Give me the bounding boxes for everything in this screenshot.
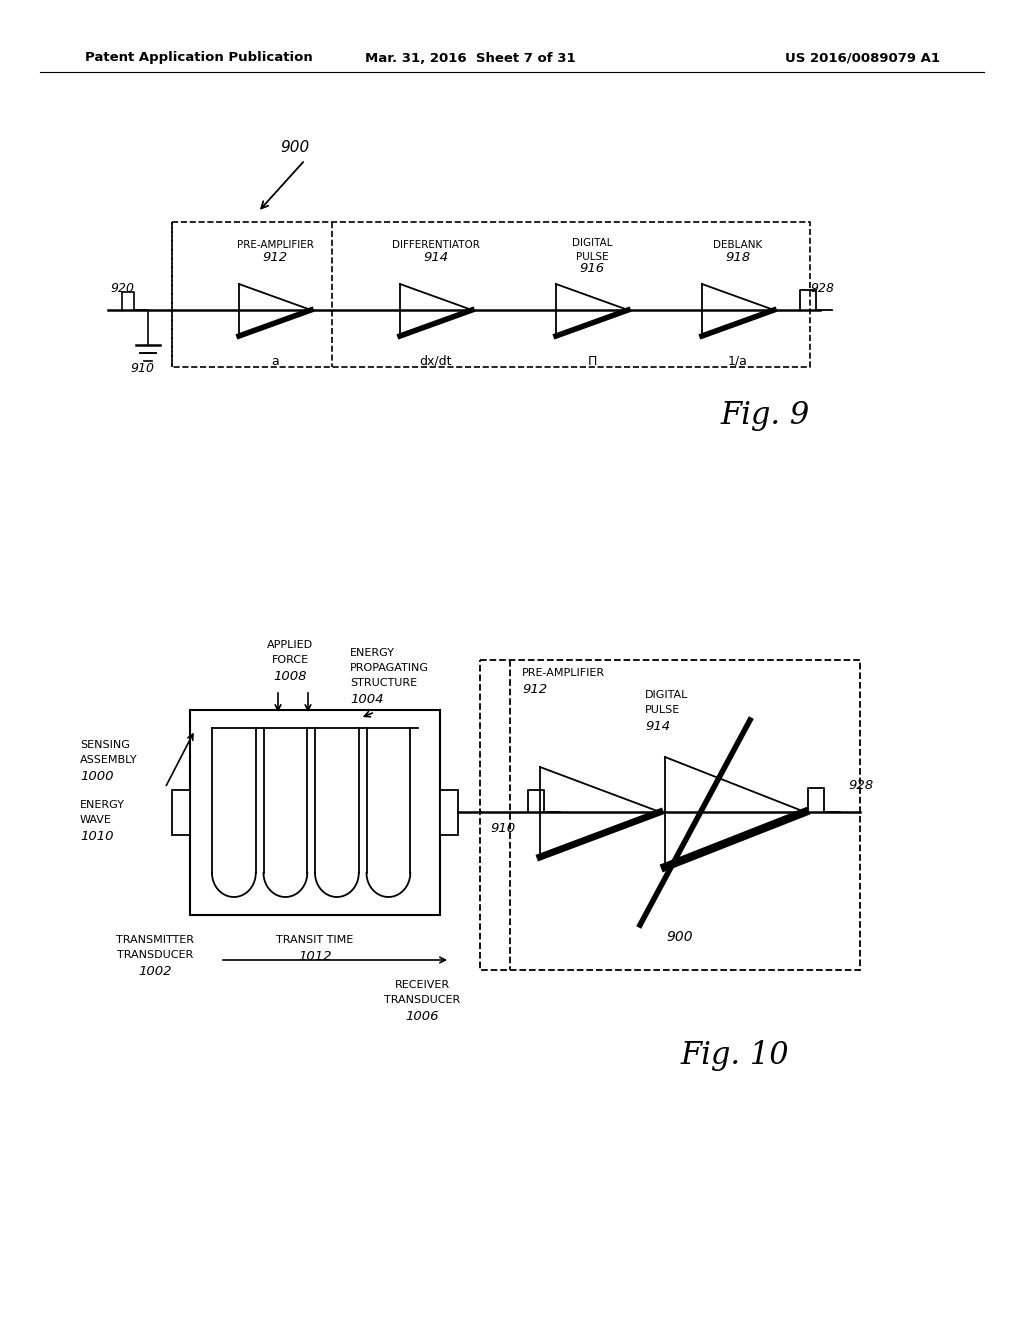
Text: TRANSMITTER: TRANSMITTER: [116, 935, 194, 945]
Bar: [440, 789, 458, 836]
Text: 1008: 1008: [273, 671, 307, 682]
Text: 910: 910: [130, 362, 154, 375]
Text: SENSING: SENSING: [80, 741, 130, 750]
Text: DIGITAL: DIGITAL: [645, 690, 688, 700]
Text: 1010: 1010: [80, 830, 114, 843]
Text: 1004: 1004: [350, 693, 384, 706]
Text: 1000: 1000: [80, 770, 114, 783]
Bar: [190, 710, 440, 915]
Text: a: a: [271, 355, 279, 368]
Text: 912: 912: [522, 682, 547, 696]
Text: ENERGY: ENERGY: [350, 648, 395, 657]
Text: 900: 900: [280, 140, 309, 156]
Text: 1002: 1002: [138, 965, 172, 978]
Text: 928: 928: [848, 779, 873, 792]
Text: DIGITAL: DIGITAL: [571, 238, 612, 248]
Text: 1012: 1012: [298, 950, 332, 964]
Text: 1006: 1006: [406, 1010, 438, 1023]
Text: dx/dt: dx/dt: [420, 355, 453, 368]
Text: 920: 920: [110, 282, 134, 294]
Text: ASSEMBLY: ASSEMBLY: [80, 755, 137, 766]
Bar: [172, 789, 190, 836]
Text: 900: 900: [667, 931, 693, 944]
Text: 910: 910: [490, 822, 515, 836]
Text: TRANSDUCER: TRANSDUCER: [384, 995, 460, 1005]
Text: 916: 916: [580, 261, 604, 275]
Text: 1/a: 1/a: [728, 355, 748, 368]
Text: 914: 914: [424, 251, 449, 264]
Text: PRE-AMPLIFIER: PRE-AMPLIFIER: [237, 240, 313, 249]
Text: TRANSDUCER: TRANSDUCER: [117, 950, 194, 960]
Text: Fig. 9: Fig. 9: [720, 400, 809, 432]
Text: US 2016/0089079 A1: US 2016/0089079 A1: [785, 51, 940, 65]
Text: 914: 914: [645, 719, 670, 733]
Text: FORCE: FORCE: [271, 655, 308, 665]
Bar: [480, 660, 860, 970]
Text: TRANSIT TIME: TRANSIT TIME: [276, 935, 353, 945]
Text: PULSE: PULSE: [575, 252, 608, 261]
Text: DEBLANK: DEBLANK: [714, 240, 763, 249]
Text: 912: 912: [262, 251, 288, 264]
Text: RECEIVER: RECEIVER: [394, 979, 450, 990]
Text: STRUCTURE: STRUCTURE: [350, 678, 417, 688]
Text: APPLIED: APPLIED: [267, 640, 313, 649]
Text: Fig. 10: Fig. 10: [680, 1040, 788, 1071]
Text: WAVE: WAVE: [80, 814, 112, 825]
Text: 918: 918: [725, 251, 751, 264]
Text: Mar. 31, 2016  Sheet 7 of 31: Mar. 31, 2016 Sheet 7 of 31: [365, 51, 575, 65]
Text: Π: Π: [588, 355, 597, 368]
Text: ENERGY: ENERGY: [80, 800, 125, 810]
Text: PULSE: PULSE: [645, 705, 680, 715]
Text: DIFFERENTIATOR: DIFFERENTIATOR: [392, 240, 480, 249]
Text: PROPAGATING: PROPAGATING: [350, 663, 429, 673]
Text: PRE-AMPLIFIER: PRE-AMPLIFIER: [522, 668, 605, 678]
Text: 928: 928: [810, 282, 834, 294]
Bar: [172, 222, 810, 367]
Text: Patent Application Publication: Patent Application Publication: [85, 51, 312, 65]
